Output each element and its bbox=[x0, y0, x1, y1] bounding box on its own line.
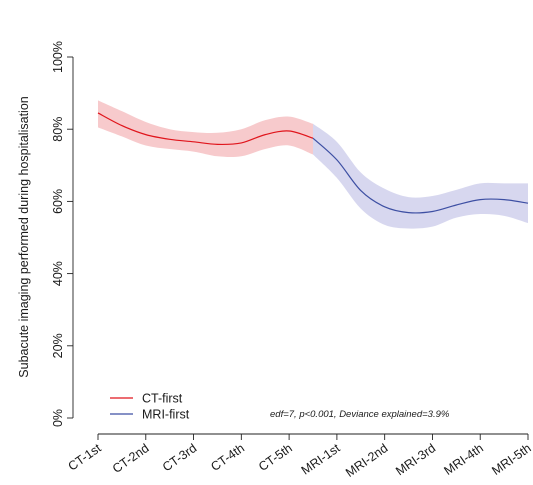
y-tick-label: 100% bbox=[51, 41, 65, 73]
confidence-band-ct-first bbox=[98, 100, 313, 158]
x-tick-label: CT-1st bbox=[66, 441, 105, 474]
x-tick-label: MRI-4th bbox=[441, 441, 485, 478]
confidence-band-mri-first bbox=[313, 123, 528, 229]
y-tick-label: 80% bbox=[51, 117, 65, 142]
x-tick-label: MRI-1st bbox=[299, 441, 343, 478]
x-axis: CT-1st CT-2nd CT-3rd CT-4th CT-5th MRI-1st MRI… bbox=[66, 433, 533, 480]
series-line-ct-first bbox=[97, 112, 314, 146]
series-line-mri-first bbox=[312, 137, 529, 214]
x-tick-label: MRI-2nd bbox=[343, 441, 390, 480]
y-axis: 0% 20% 40% 60% 80% 100% bbox=[51, 41, 74, 427]
y-tick-label: 40% bbox=[51, 261, 65, 286]
series-layer bbox=[97, 100, 529, 229]
legend: CT-first MRI-first bbox=[110, 392, 190, 422]
legend-label-ct-first: CT-first bbox=[142, 392, 183, 406]
legend-label-mri-first: MRI-first bbox=[142, 408, 190, 422]
y-tick-label: 60% bbox=[51, 189, 65, 214]
model-annotation: edf=7, p<0.001, Deviance explained=3.9% bbox=[270, 409, 450, 420]
x-tick-label: MRI-3rd bbox=[393, 441, 438, 478]
y-tick-label: 0% bbox=[51, 409, 65, 427]
x-tick-label: CT-3rd bbox=[160, 441, 199, 474]
x-tick-label: CT-5th bbox=[256, 441, 295, 474]
x-tick-label: CT-4th bbox=[208, 441, 247, 474]
x-tick-label: MRI-5th bbox=[489, 441, 533, 478]
y-tick-label: 20% bbox=[51, 333, 65, 358]
y-axis-title: Subacute imaging performed during hospit… bbox=[17, 96, 31, 377]
x-tick-label: CT-2nd bbox=[110, 441, 152, 476]
